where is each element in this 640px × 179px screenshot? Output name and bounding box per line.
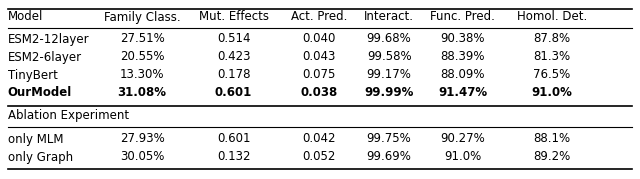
Text: 0.178: 0.178 xyxy=(217,69,250,81)
Text: TinyBert: TinyBert xyxy=(8,69,58,81)
Text: 0.042: 0.042 xyxy=(302,132,335,146)
Text: 0.043: 0.043 xyxy=(302,50,335,64)
Text: 30.05%: 30.05% xyxy=(120,151,164,163)
Text: 99.69%: 99.69% xyxy=(367,151,412,163)
Text: 99.68%: 99.68% xyxy=(367,33,412,45)
Text: 0.040: 0.040 xyxy=(302,33,335,45)
Text: 0.514: 0.514 xyxy=(217,33,250,45)
Text: Interact.: Interact. xyxy=(364,11,414,23)
Text: 90.38%: 90.38% xyxy=(440,33,485,45)
Text: only Graph: only Graph xyxy=(8,151,73,163)
Text: Ablation Experiment: Ablation Experiment xyxy=(8,110,129,122)
Text: 91.0%: 91.0% xyxy=(531,86,572,100)
Text: Act. Pred.: Act. Pred. xyxy=(291,11,347,23)
Text: 90.27%: 90.27% xyxy=(440,132,485,146)
Text: ESM2-6layer: ESM2-6layer xyxy=(8,50,82,64)
Text: 0.601: 0.601 xyxy=(215,86,252,100)
Text: 0.423: 0.423 xyxy=(217,50,250,64)
Text: ESM2-12layer: ESM2-12layer xyxy=(8,33,90,45)
Text: 88.09%: 88.09% xyxy=(440,69,485,81)
Text: 27.93%: 27.93% xyxy=(120,132,164,146)
Text: 91.47%: 91.47% xyxy=(438,86,487,100)
Text: 99.58%: 99.58% xyxy=(367,50,412,64)
Text: 99.99%: 99.99% xyxy=(364,86,414,100)
Text: 87.8%: 87.8% xyxy=(533,33,570,45)
Text: Func. Pred.: Func. Pred. xyxy=(430,11,495,23)
Text: 31.08%: 31.08% xyxy=(118,86,166,100)
Text: only MLM: only MLM xyxy=(8,132,63,146)
Text: 76.5%: 76.5% xyxy=(533,69,570,81)
Text: Model: Model xyxy=(8,11,43,23)
Text: Homol. Det.: Homol. Det. xyxy=(516,11,587,23)
Text: 91.0%: 91.0% xyxy=(444,151,481,163)
Text: 99.17%: 99.17% xyxy=(367,69,412,81)
Text: Family Class.: Family Class. xyxy=(104,11,180,23)
Text: 0.038: 0.038 xyxy=(300,86,337,100)
Text: Mut. Effects: Mut. Effects xyxy=(198,11,269,23)
Text: 89.2%: 89.2% xyxy=(533,151,570,163)
Text: 0.132: 0.132 xyxy=(217,151,250,163)
Text: 0.601: 0.601 xyxy=(217,132,250,146)
Text: OurModel: OurModel xyxy=(8,86,72,100)
Text: 81.3%: 81.3% xyxy=(533,50,570,64)
Text: 0.075: 0.075 xyxy=(302,69,335,81)
Text: 88.39%: 88.39% xyxy=(440,50,485,64)
Text: 99.75%: 99.75% xyxy=(367,132,412,146)
Text: 13.30%: 13.30% xyxy=(120,69,164,81)
Text: 0.052: 0.052 xyxy=(302,151,335,163)
Text: 20.55%: 20.55% xyxy=(120,50,164,64)
Text: 27.51%: 27.51% xyxy=(120,33,164,45)
Text: 88.1%: 88.1% xyxy=(533,132,570,146)
